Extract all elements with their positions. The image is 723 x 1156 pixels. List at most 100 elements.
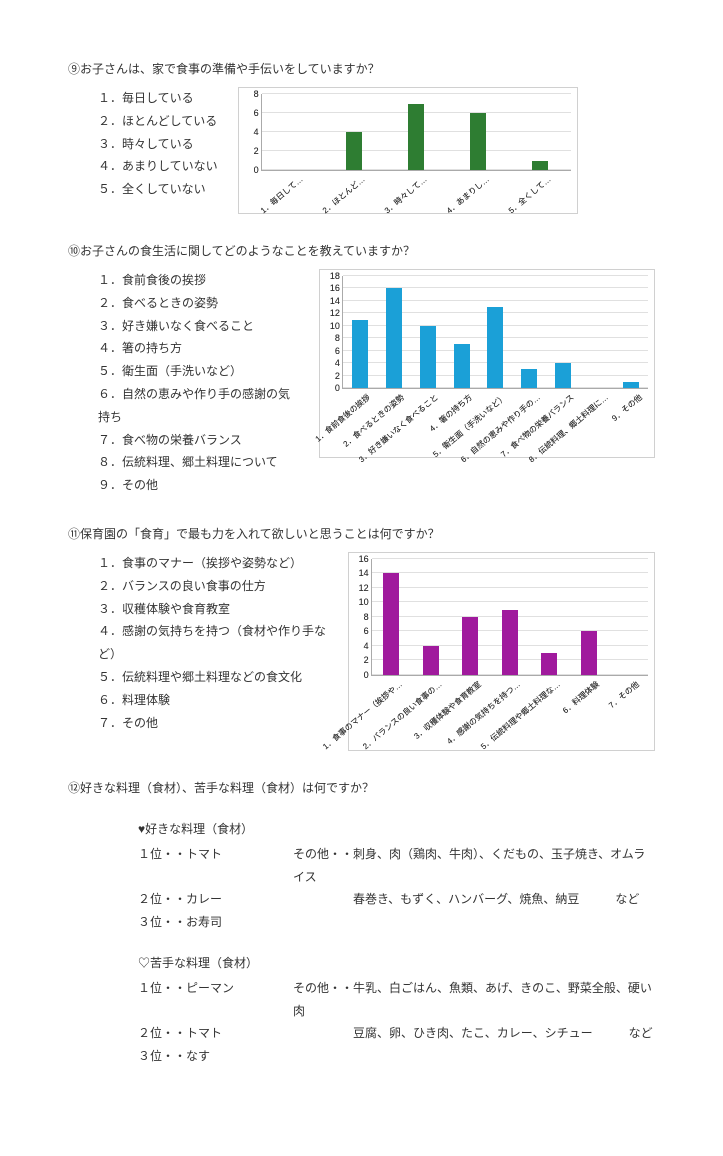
question-10-title: ⑩お子さんの食生活に関してどのようなことを教えていますか？	[68, 242, 655, 259]
bar	[352, 320, 368, 388]
question-10-option: ８．伝統料理、郷土料理について	[98, 451, 299, 474]
dislikes-rank: ２位・・トマト	[138, 1022, 293, 1045]
question-9-options: １．毎日している ２．ほとんどしている ３．時々している ４．あまりしていない …	[68, 87, 218, 201]
likes-title: ♥好きな料理（食材）	[138, 818, 655, 841]
bar	[386, 288, 402, 388]
chart-10: 0246810121416181．食前食後の挨拶2．食べるときの姿勢3．好き嫌い…	[319, 269, 655, 458]
ytick-label: 16	[330, 283, 343, 293]
question-11-option: ３．収穫体験や食育教室	[98, 598, 328, 621]
ytick-label: 12	[359, 583, 372, 593]
question-11-option: ７．その他	[98, 712, 328, 735]
ytick-label: 10	[330, 321, 343, 331]
xtick-label: 3．時々して…	[382, 174, 429, 216]
ytick-label: 6	[335, 346, 343, 356]
ytick-label: 8	[364, 612, 372, 622]
ytick-label: 14	[359, 568, 372, 578]
likes-rank: ３位・・お寿司	[138, 911, 293, 934]
likes-other: その他・・刺身、肉（鶏肉、牛肉）、くだもの、玉子焼き、オムライス	[293, 843, 655, 889]
ytick-label: 14	[330, 296, 343, 306]
bar	[521, 369, 537, 388]
xtick-label: 6．料理体験	[561, 679, 602, 716]
ytick-label: 16	[359, 554, 372, 564]
ytick-label: 4	[335, 358, 343, 368]
ytick-label: 4	[364, 641, 372, 651]
question-10-option: ７．食べ物の栄養バランス	[98, 429, 299, 452]
xtick-label: 7．その他	[606, 679, 641, 711]
bar	[470, 113, 486, 170]
question-10-option: １．食前食後の挨拶	[98, 269, 299, 292]
bar	[541, 653, 557, 675]
ytick-label: 8	[254, 89, 262, 99]
chart-11: 02468101214161．食事のマナー（挨拶や…2．バランスの良い食事の…3…	[348, 552, 655, 751]
ytick-label: 18	[330, 271, 343, 281]
question-10-option: ３．好き嫌いなく食べること	[98, 315, 299, 338]
xtick-label: 3．収穫体験や食育教室	[412, 679, 484, 742]
bar	[623, 382, 639, 388]
ytick-label: 0	[335, 383, 343, 393]
dislikes-other: その他・・牛乳、白ごはん、魚類、あげ、きのこ、野菜全般、硬い肉	[293, 977, 655, 1023]
question-9: ⑨お子さんは、家で食事の準備や手伝いをしていますか？ １．毎日している ２．ほと…	[68, 60, 655, 214]
ytick-label: 0	[254, 165, 262, 175]
dislikes-other	[293, 1045, 655, 1068]
xtick-label: 1．毎日して…	[259, 174, 306, 216]
question-11-option: ２．バランスの良い食事の仕方	[98, 575, 328, 598]
bar	[581, 631, 597, 675]
xtick-label: 9．その他	[609, 392, 644, 424]
question-10: ⑩お子さんの食生活に関してどのようなことを教えていますか？ １．食前食後の挨拶 …	[68, 242, 655, 497]
xtick-label: 2．ほとんど…	[320, 174, 367, 216]
likes-rank: ２位・・カレー	[138, 888, 293, 911]
dislikes-block: ♡苦手な料理（食材） １位・・ピーマンその他・・牛乳、白ごはん、魚類、あげ、きの…	[68, 952, 655, 1068]
question-10-option: ６．自然の恵みや作り手の感謝の気持ち	[98, 383, 299, 429]
bar	[502, 610, 518, 675]
question-12-title: ⑫好きな料理（食材）、苦手な料理（食材）は何ですか？	[68, 779, 655, 796]
ytick-label: 0	[364, 670, 372, 680]
question-11-option: ６．料理体験	[98, 689, 328, 712]
xtick-label: 5．全くして…	[506, 174, 553, 216]
ytick-label: 2	[364, 655, 372, 665]
bar	[346, 132, 362, 170]
ytick-label: 2	[335, 371, 343, 381]
bar	[420, 326, 436, 388]
ytick-label: 4	[254, 127, 262, 137]
question-10-option: ２．食べるときの姿勢	[98, 292, 299, 315]
xtick-label: 4．あまりし…	[444, 174, 491, 216]
xtick-label: 1．食前食後の挨拶	[313, 392, 373, 444]
xtick-label: 5．伝統料理や郷土料理な…	[478, 679, 562, 752]
question-10-option: ４．箸の持ち方	[98, 337, 299, 360]
likes-other	[293, 911, 655, 934]
question-10-option: ５．衛生面（手洗いなど）	[98, 360, 299, 383]
question-10-option: ９．その他	[98, 474, 299, 497]
question-12: ⑫好きな料理（食材）、苦手な料理（食材）は何ですか？ ♥好きな料理（食材） １位…	[68, 779, 655, 1068]
likes-block: ♥好きな料理（食材） １位・・トマトその他・・刺身、肉（鶏肉、牛肉）、くだもの、…	[68, 818, 655, 934]
bar	[423, 646, 439, 675]
question-9-title: ⑨お子さんは、家で食事の準備や手伝いをしていますか？	[68, 60, 655, 77]
bar	[555, 363, 571, 388]
question-11-body: １．食事のマナー（挨拶や姿勢など） ２．バランスの良い食事の仕方 ３．収穫体験や…	[68, 552, 655, 751]
question-11-option: １．食事のマナー（挨拶や姿勢など）	[98, 552, 328, 575]
question-11-title: ⑪保育園の「食育」で最も力を入れて欲しいと思うことは何ですか？	[68, 525, 655, 542]
bar	[454, 344, 470, 388]
dislikes-other: 豆腐、卵、ひき肉、たこ、カレー、シチュー など	[293, 1022, 655, 1045]
question-10-options: １．食前食後の挨拶 ２．食べるときの姿勢 ３．好き嫌いなく食べること ４．箸の持…	[68, 269, 299, 497]
question-9-option: ２．ほとんどしている	[98, 110, 218, 133]
question-9-body: １．毎日している ２．ほとんどしている ３．時々している ４．あまりしていない …	[68, 87, 655, 214]
dislikes-rank: ３位・・なす	[138, 1045, 293, 1068]
question-11-options: １．食事のマナー（挨拶や姿勢など） ２．バランスの良い食事の仕方 ３．収穫体験や…	[68, 552, 328, 734]
xtick-label: 4．感謝の気持ちを持つ…	[445, 679, 523, 747]
ytick-label: 10	[359, 597, 372, 607]
bar	[487, 307, 503, 388]
likes-rank: １位・・トマト	[138, 843, 293, 889]
question-9-option: １．毎日している	[98, 87, 218, 110]
question-11-option: ４．感謝の気持ちを持つ（食材や作り手など）	[98, 620, 328, 666]
question-11-option: ５．伝統料理や郷土料理などの食文化	[98, 666, 328, 689]
ytick-label: 6	[254, 108, 262, 118]
bar	[383, 573, 399, 675]
ytick-label: 6	[364, 626, 372, 636]
ytick-label: 2	[254, 146, 262, 156]
bar	[532, 161, 548, 171]
dislikes-title: ♡苦手な料理（食材）	[138, 952, 655, 975]
bar	[462, 617, 478, 675]
bar	[408, 104, 424, 171]
question-9-option: ３．時々している	[98, 133, 218, 156]
ytick-label: 8	[335, 333, 343, 343]
